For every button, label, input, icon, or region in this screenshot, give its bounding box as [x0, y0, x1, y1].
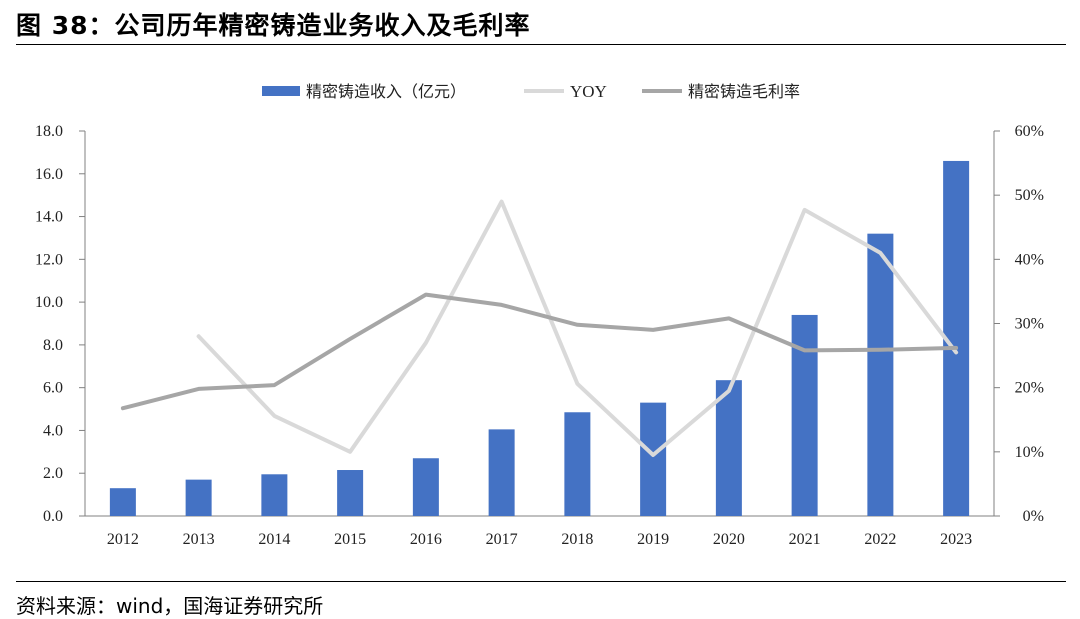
line-gross-margin	[120, 292, 959, 411]
y-right-tick-label: 60%	[1015, 123, 1044, 140]
y-right-tick-label: 30%	[1015, 316, 1044, 333]
bar-revenue	[261, 474, 288, 516]
bar-revenue	[564, 412, 591, 516]
bar-revenue	[867, 233, 894, 516]
bar-revenue	[488, 429, 515, 516]
x-tick-label: 2018	[561, 531, 593, 548]
x-tick-label: 2012	[107, 531, 139, 548]
figure-title: 图 38：公司历年精密铸造业务收入及毛利率	[16, 11, 531, 40]
y-right-tick-label: 10%	[1015, 444, 1044, 461]
line-series	[120, 199, 959, 457]
legend-label-yoy: YOY	[570, 82, 607, 101]
y-left-tick-label: 0.0	[43, 508, 63, 525]
x-tick-label: 2019	[637, 531, 669, 548]
x-tick-label: 2023	[940, 531, 972, 548]
legend-label-revenue: 精密铸造收入（亿元）	[306, 82, 466, 101]
legend-swatch-revenue	[262, 86, 300, 96]
x-tick-label: 2016	[410, 531, 442, 548]
y-left-tick-label: 6.0	[43, 380, 63, 397]
source-rule	[16, 581, 1066, 582]
x-tick-label: 2020	[713, 531, 745, 548]
x-tick-label: 2021	[789, 531, 821, 548]
x-tick-label: 2022	[864, 531, 896, 548]
x-tick-label: 2015	[334, 531, 366, 548]
legend: 精密铸造收入（亿元） YOY 精密铸造毛利率	[262, 82, 800, 101]
x-tick-label: 2017	[486, 531, 518, 548]
y-left-tick-label: 14.0	[35, 209, 63, 226]
bar-revenue	[715, 380, 742, 516]
y-left-tick-label: 18.0	[35, 123, 63, 140]
axes	[79, 130, 1000, 517]
x-tick-label: 2013	[183, 531, 215, 548]
y-left-tick-label: 2.0	[43, 465, 63, 482]
bar-revenue	[109, 488, 136, 516]
y-right-tick-label: 20%	[1015, 380, 1044, 397]
line-yoy	[196, 199, 959, 457]
y-left-tick-label: 12.0	[35, 251, 63, 268]
bar-revenue	[337, 470, 364, 516]
x-tick-label: 2014	[258, 531, 290, 548]
y-right-tick-label: 50%	[1015, 187, 1044, 204]
bar-series	[109, 160, 970, 516]
title-rule	[16, 44, 1066, 45]
legend-label-margin: 精密铸造毛利率	[688, 82, 800, 101]
tick-labels: 0.0 2.0 4.0 6.0 8.0 10.0 12.0 14.0 16.0 18.0 0% 10%…	[35, 123, 1044, 548]
y-right-tick-label: 0%	[1023, 508, 1044, 525]
y-left-tick-label: 4.0	[43, 422, 63, 439]
y-left-tick-label: 10.0	[35, 294, 63, 311]
y-left-tick-label: 16.0	[35, 166, 63, 183]
bar-revenue	[640, 402, 667, 516]
bar-revenue	[412, 458, 439, 516]
y-right-tick-label: 40%	[1015, 251, 1044, 268]
source-note: 资料来源：wind，国海证券研究所	[16, 594, 324, 618]
y-left-tick-label: 8.0	[43, 337, 63, 354]
bar-revenue	[185, 479, 212, 516]
